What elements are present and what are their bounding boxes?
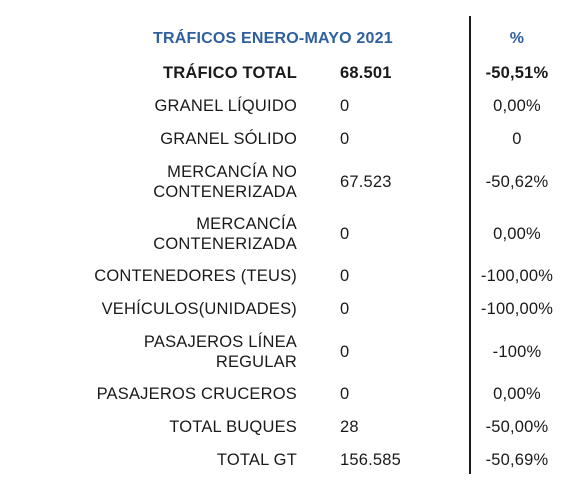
row-label-mercancia-contenerizada-line1: MERCANCÍA [196,215,297,233]
row-value-vehiculos: 0 [340,300,350,318]
table-title: TRÁFICOS ENERO-MAYO 2021 [153,30,393,47]
row-pct-total-buques: -50,00% [485,418,549,436]
row-value-mercancia-no-contenerizada: 67.523 [340,173,392,191]
row-pct-pasajeros-linea-regular: -100% [492,343,542,361]
row-pct-total-gt: -50,69% [485,451,549,469]
row-pct-vehiculos: -100,00% [480,300,554,318]
row-value-trafico-total: 68.501 [340,64,392,82]
row-pct-trafico-total: -50,51% [485,64,549,82]
row-label-total-gt: TOTAL GT [216,451,297,469]
row-pct-mercancia-contenerizada: 0,00% [493,225,541,243]
row-label-contenedores: CONTENEDORES (TEUS) [94,267,297,285]
row-label-total-buques: TOTAL BUQUES [169,418,297,436]
row-pct-granel-solido: 0 [512,130,522,148]
row-value-pasajeros-cruceros: 0 [340,385,350,403]
row-value-total-buques: 28 [340,418,359,436]
row-value-granel-liquido: 0 [340,97,350,115]
row-pct-mercancia-no-contenerizada: -50,62% [485,173,549,191]
row-label-granel-solido: GRANEL SÓLIDO [160,130,297,148]
row-value-contenedores: 0 [340,267,350,285]
row-value-mercancia-contenerizada: 0 [340,225,350,243]
row-label-trafico-total: TRÁFICO TOTAL [163,64,297,82]
row-label-pasajeros-linea-regular-line2: REGULAR [215,353,297,371]
row-label-granel-liquido: GRANEL LÍQUIDO [154,97,297,115]
row-value-granel-solido: 0 [340,130,350,148]
row-pct-contenedores: -100,00% [480,267,554,285]
row-label-mercancia-contenerizada-line2: CONTENERIZADA [153,235,297,253]
row-label-mercancia-no-contenerizada-line1: MERCANCÍA NO [167,163,297,181]
percent-header: % [509,30,525,47]
row-label-pasajeros-cruceros: PASAJEROS CRUCEROS [96,385,297,403]
row-pct-pasajeros-cruceros: 0,00% [493,385,541,403]
row-label-vehiculos: VEHÍCULOS(UNIDADES) [101,300,297,318]
row-pct-granel-liquido: 0,00% [493,97,541,115]
column-divider [469,16,471,474]
row-label-mercancia-no-contenerizada-line2: CONTENERIZADA [153,183,297,201]
row-label-pasajeros-linea-regular-line1: PASAJEROS LÍNEA [143,333,297,351]
row-value-total-gt: 156.585 [340,451,402,469]
row-value-pasajeros-linea-regular: 0 [340,343,350,361]
